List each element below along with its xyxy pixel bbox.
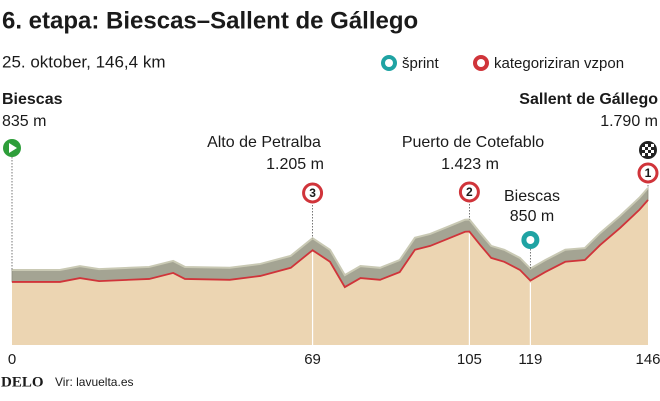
climb-marker	[458, 181, 480, 203]
start-play	[9, 143, 17, 153]
finish-check	[645, 144, 648, 147]
relief-top	[12, 187, 649, 277]
x-tick-label: 146	[635, 351, 660, 368]
annotation-value: 835 m	[2, 113, 46, 130]
finish-check	[651, 150, 654, 153]
annotation-value: 850 m	[510, 208, 554, 225]
x-tick-label: 69	[304, 351, 321, 368]
annotation-label: Biescas	[2, 91, 63, 108]
sprint-inner	[526, 236, 535, 244]
legend-label: kategoriziran vzpon	[494, 55, 624, 72]
climb-category: 3	[309, 186, 316, 200]
chart-title: 6. etapa: Biescas–Sallent de Gállego	[2, 7, 418, 34]
climb-marker	[302, 182, 324, 204]
annotation-value: 1.205 m	[266, 156, 324, 173]
source: Vir: lavuelta.es	[55, 375, 134, 389]
climb-marker	[637, 162, 659, 184]
annotation-label: Biescas	[504, 188, 560, 205]
finish-check	[648, 147, 651, 150]
annotation-label: Alto de Petralba	[207, 134, 321, 151]
brand: DELO	[1, 374, 44, 390]
climb-category: 2	[466, 185, 473, 199]
x-tick-label: 105	[457, 351, 482, 368]
finish-check	[642, 147, 645, 150]
profile-area	[12, 200, 648, 345]
annotation-value: 1.790 m	[600, 113, 658, 130]
legend-label: šprint	[402, 55, 440, 72]
finish-check	[642, 153, 645, 156]
annotation-label: Sallent de Gállego	[519, 91, 658, 108]
profile-line	[12, 199, 649, 289]
legend-icon-inner	[477, 59, 485, 67]
annotation-value: 1.423 m	[441, 156, 499, 173]
finish-check	[648, 153, 651, 156]
x-tick-label: 0	[8, 351, 16, 368]
x-tick-label: 119	[518, 351, 542, 368]
finish-check	[645, 150, 648, 153]
legend-icon-inner	[385, 59, 393, 67]
finish-check	[651, 144, 654, 147]
climb-category: 1	[645, 166, 652, 180]
annotation-label: Puerto de Cotefablo	[402, 134, 544, 151]
chart-subtitle: 25. oktober, 146,4 km	[2, 52, 166, 71]
